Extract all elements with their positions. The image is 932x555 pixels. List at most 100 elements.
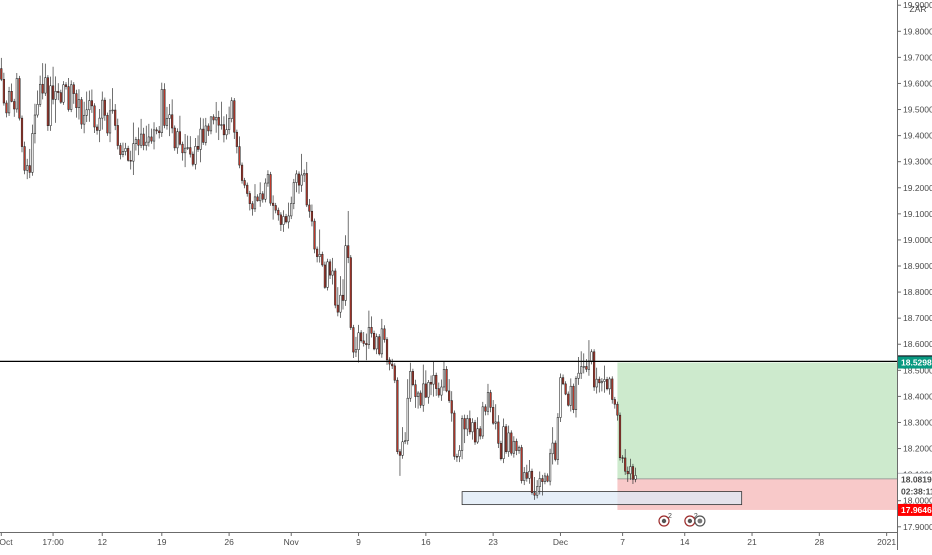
candle-up[interactable] (111, 109, 114, 112)
candle-down[interactable] (261, 193, 264, 200)
candle-down[interactable] (393, 365, 396, 381)
candle-down[interactable] (484, 406, 487, 412)
candle-down[interactable] (497, 421, 500, 444)
candle-down[interactable] (90, 100, 93, 107)
candle-down[interactable] (20, 117, 24, 147)
candle-down[interactable] (137, 139, 140, 146)
candle-down[interactable] (613, 399, 616, 405)
candle-down[interactable] (305, 173, 308, 206)
candle-down[interactable] (479, 428, 482, 437)
candle-up[interactable] (486, 392, 490, 412)
candle-down[interactable] (269, 174, 272, 204)
candle-up[interactable] (318, 253, 321, 257)
candle-down[interactable] (173, 127, 176, 149)
candle-down[interactable] (349, 257, 352, 328)
candle-down[interactable] (59, 92, 62, 103)
candle-down[interactable] (593, 351, 596, 388)
time-axis[interactable] (0, 532, 897, 550)
candle-down[interactable] (13, 101, 16, 110)
candle-up[interactable] (303, 173, 306, 176)
candle-down[interactable] (196, 146, 200, 150)
candle-down[interactable] (207, 125, 210, 132)
candle-down[interactable] (106, 114, 109, 134)
candle-down[interactable] (621, 457, 624, 459)
candle-up[interactable] (39, 83, 42, 105)
candle-down[interactable] (554, 442, 557, 460)
candle-down[interactable] (163, 89, 166, 126)
candle-up[interactable] (186, 147, 189, 149)
candle-up[interactable] (132, 143, 135, 162)
candle-up[interactable] (507, 432, 510, 452)
candle-up[interactable] (300, 174, 303, 186)
candle-up[interactable] (15, 78, 18, 110)
candle-down[interactable] (57, 90, 60, 93)
candle-down[interactable] (618, 414, 622, 458)
candle-up[interactable] (595, 378, 598, 388)
candle-up[interactable] (292, 182, 295, 204)
candle-down[interactable] (336, 304, 339, 313)
candle-down[interactable] (297, 173, 301, 186)
candle-up[interactable] (145, 141, 148, 146)
candle-up[interactable] (461, 418, 464, 451)
candle-down[interactable] (435, 374, 438, 389)
candle-up[interactable] (344, 245, 347, 301)
candle-up[interactable] (209, 116, 213, 132)
candle-down[interactable] (489, 392, 492, 408)
candle-up[interactable] (427, 382, 430, 398)
candle-down[interactable] (626, 470, 629, 475)
candle-up[interactable] (168, 114, 171, 119)
candle-up[interactable] (264, 182, 267, 200)
candle-up[interactable] (108, 110, 112, 134)
candle-up[interactable] (160, 89, 163, 134)
candle-up[interactable] (199, 128, 202, 150)
candle-down[interactable] (429, 382, 433, 385)
candle-down[interactable] (360, 332, 363, 342)
candle-down[interactable] (272, 202, 275, 206)
candle-up[interactable] (98, 117, 101, 131)
candle-down[interactable] (2, 79, 5, 104)
candle-down[interactable] (96, 126, 99, 131)
candle-down[interactable] (246, 184, 249, 194)
candle-up[interactable] (220, 124, 223, 126)
candle-up[interactable] (629, 466, 632, 475)
candle-down[interactable] (328, 261, 332, 276)
price-tag-1852981[interactable] (898, 356, 932, 369)
candle-up[interactable] (528, 470, 531, 479)
candle-up[interactable] (31, 133, 34, 173)
candle-down[interactable] (28, 165, 31, 173)
candle-up[interactable] (77, 99, 81, 108)
candle-up[interactable] (380, 328, 383, 355)
candle-down[interactable] (546, 475, 549, 482)
candle-up[interactable] (634, 475, 637, 480)
candle-down[interactable] (158, 130, 161, 134)
candle-up[interactable] (401, 441, 404, 456)
candle-up[interactable] (354, 349, 358, 353)
candle-down[interactable] (243, 180, 246, 186)
candle-down[interactable] (598, 378, 601, 384)
candle-down[interactable] (411, 371, 414, 385)
candle-down[interactable] (414, 384, 417, 397)
candle-up[interactable] (422, 383, 425, 406)
candle-down[interactable] (492, 407, 495, 424)
candle-down[interactable] (222, 124, 226, 136)
candle-up[interactable] (409, 371, 412, 399)
candle-up[interactable] (331, 270, 334, 276)
candle-down[interactable] (142, 133, 145, 146)
candle-down[interactable] (46, 77, 49, 126)
candle-down[interactable] (103, 99, 106, 116)
candle-up[interactable] (481, 406, 484, 437)
candle-down[interactable] (530, 470, 534, 493)
candle-down[interactable] (18, 78, 21, 119)
candle-up[interactable] (176, 131, 179, 149)
candle-down[interactable] (67, 86, 70, 110)
candle-up[interactable] (375, 336, 378, 350)
candle-up[interactable] (536, 486, 539, 496)
candle-down[interactable] (585, 366, 588, 370)
candle-down[interactable] (256, 196, 259, 202)
candle-down[interactable] (450, 400, 453, 414)
candle-down[interactable] (448, 390, 451, 401)
candle-down[interactable] (23, 146, 26, 171)
candle-up[interactable] (587, 360, 591, 370)
candle-down[interactable] (605, 379, 609, 390)
